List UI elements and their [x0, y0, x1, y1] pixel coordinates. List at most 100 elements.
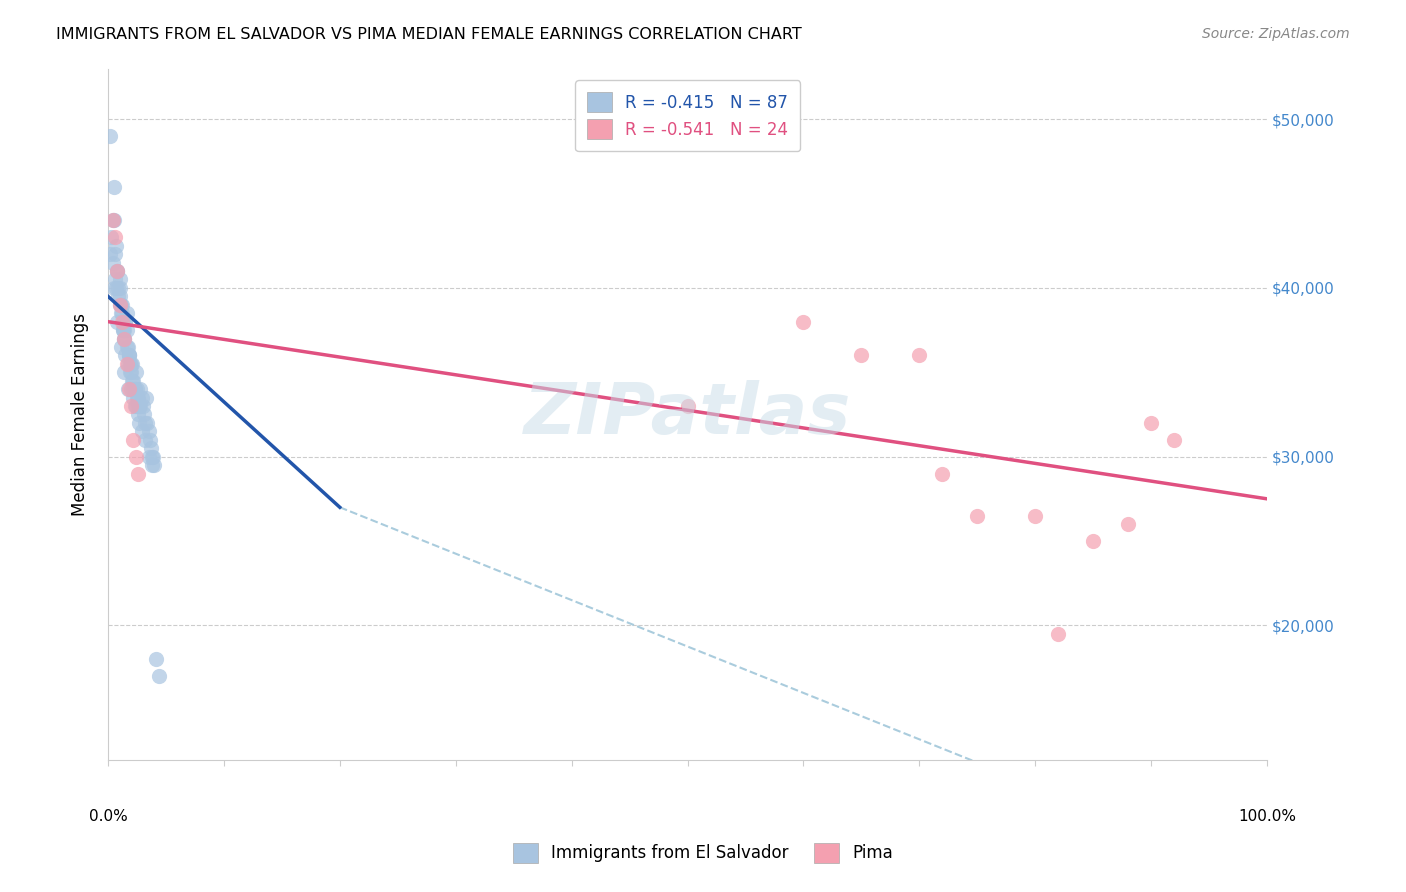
Point: [115, 306, 138, 320]
Point: [124, 399, 146, 413]
Point: [121, 357, 143, 371]
Point: [114, 315, 136, 329]
Point: [101, 255, 124, 269]
Point: [101, 213, 124, 227]
Point: [115, 340, 138, 354]
Point: [851, 348, 873, 362]
Point: [115, 323, 138, 337]
Point: [117, 382, 139, 396]
Point: [132, 408, 155, 422]
Legend: Immigrants from El Salvador, Pima: Immigrants from El Salvador, Pima: [502, 831, 904, 875]
Point: [127, 391, 149, 405]
Point: [108, 298, 131, 312]
Legend: R = -0.415   N = 87, R = -0.541   N = 24: R = -0.415 N = 87, R = -0.541 N = 24: [575, 80, 800, 151]
Point: [117, 357, 139, 371]
Point: [676, 399, 699, 413]
Point: [107, 281, 129, 295]
Point: [128, 399, 150, 413]
Point: [120, 365, 142, 379]
Text: ZIPatlas: ZIPatlas: [524, 380, 851, 449]
Point: [103, 179, 125, 194]
Point: [110, 298, 132, 312]
Point: [124, 382, 146, 396]
Point: [111, 306, 134, 320]
Text: Source: ZipAtlas.com: Source: ZipAtlas.com: [1202, 27, 1350, 41]
Point: [792, 315, 814, 329]
Point: [1024, 508, 1046, 523]
Point: [105, 238, 128, 252]
Point: [120, 382, 142, 396]
Point: [101, 213, 124, 227]
Point: [148, 669, 170, 683]
Point: [114, 348, 136, 362]
Point: [129, 382, 152, 396]
Text: 100.0%: 100.0%: [1239, 809, 1296, 824]
Point: [138, 433, 160, 447]
Point: [131, 391, 153, 405]
Point: [115, 357, 138, 371]
Point: [112, 332, 135, 346]
Point: [138, 450, 160, 464]
Point: [139, 441, 162, 455]
Point: [117, 340, 139, 354]
Point: [120, 399, 142, 413]
Point: [118, 365, 141, 379]
Point: [966, 508, 988, 523]
Point: [103, 281, 125, 295]
Y-axis label: Median Female Earnings: Median Female Earnings: [72, 313, 89, 516]
Point: [112, 323, 135, 337]
Point: [112, 365, 135, 379]
Point: [110, 306, 132, 320]
Point: [141, 458, 163, 472]
Point: [112, 315, 135, 329]
Point: [118, 382, 141, 396]
Point: [136, 416, 159, 430]
Point: [931, 467, 953, 481]
Point: [142, 450, 165, 464]
Point: [1083, 534, 1105, 549]
Point: [1116, 517, 1139, 532]
Point: [125, 399, 148, 413]
Point: [143, 458, 166, 472]
Point: [131, 425, 153, 439]
Point: [121, 374, 143, 388]
Point: [100, 230, 122, 244]
Point: [112, 332, 135, 346]
Point: [124, 382, 146, 396]
Point: [104, 230, 127, 244]
Point: [98, 247, 121, 261]
Point: [111, 298, 134, 312]
Point: [145, 652, 167, 666]
Point: [129, 399, 152, 413]
Text: 0.0%: 0.0%: [89, 809, 128, 824]
Point: [125, 365, 148, 379]
Point: [105, 281, 128, 295]
Point: [111, 315, 134, 329]
Point: [908, 348, 931, 362]
Point: [135, 391, 157, 405]
Point: [112, 323, 135, 337]
Point: [127, 467, 149, 481]
Point: [118, 348, 141, 362]
Point: [107, 289, 129, 303]
Point: [125, 450, 148, 464]
Point: [128, 416, 150, 430]
Point: [122, 374, 145, 388]
Point: [122, 382, 145, 396]
Point: [1163, 433, 1185, 447]
Point: [105, 315, 128, 329]
Point: [120, 357, 142, 371]
Point: [132, 399, 155, 413]
Point: [118, 348, 141, 362]
Point: [1140, 416, 1163, 430]
Point: [98, 128, 121, 143]
Point: [127, 408, 149, 422]
Point: [108, 289, 131, 303]
Point: [134, 433, 156, 447]
Point: [122, 433, 145, 447]
Point: [105, 264, 128, 278]
Point: [103, 213, 125, 227]
Point: [122, 391, 145, 405]
Text: IMMIGRANTS FROM EL SALVADOR VS PIMA MEDIAN FEMALE EARNINGS CORRELATION CHART: IMMIGRANTS FROM EL SALVADOR VS PIMA MEDI…: [56, 27, 801, 42]
Point: [108, 298, 131, 312]
